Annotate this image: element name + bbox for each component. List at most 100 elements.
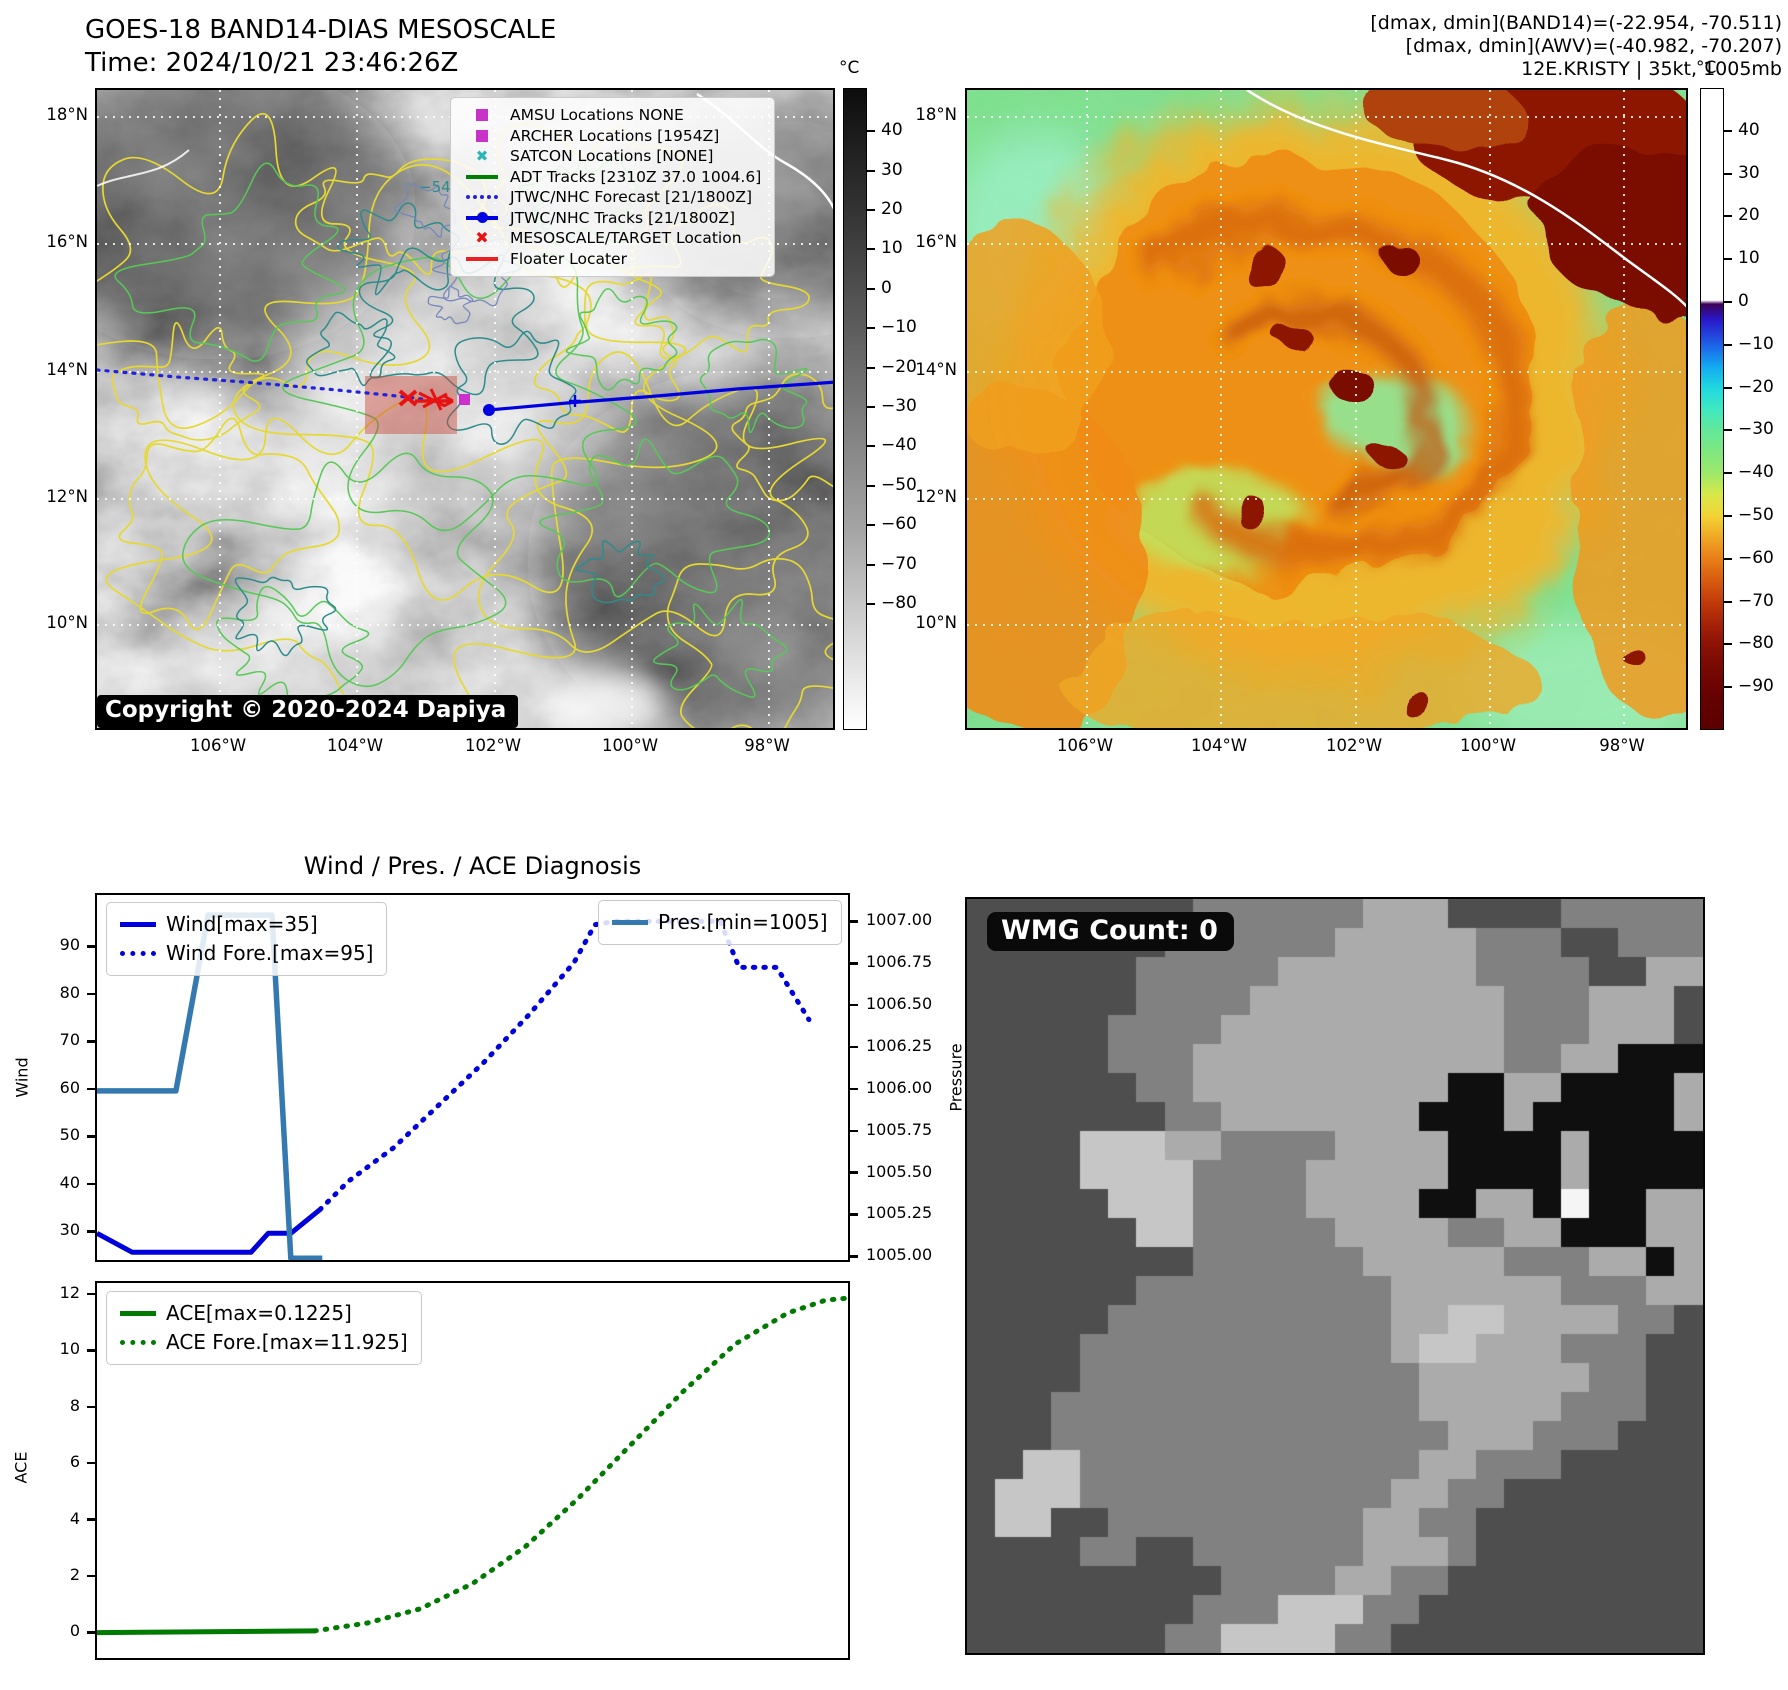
series-wind xyxy=(97,1207,322,1255)
pressure-tick-dash xyxy=(850,1045,858,1049)
pressure-tick-dash xyxy=(850,1087,858,1091)
contour-line xyxy=(114,162,346,362)
map-legend-item: JTWC/NHC Forecast [21/1800Z] xyxy=(464,187,761,208)
awv-lon-tick: 106°W xyxy=(1056,736,1114,755)
awv-storm xyxy=(967,105,1686,728)
wind-y-tick: 30 xyxy=(59,1220,80,1240)
band14-colorbar-tick: −10 xyxy=(881,317,917,338)
band14-lat-tick: 14°N xyxy=(46,360,88,379)
chart-legend-label: Wind[max=35] xyxy=(166,912,318,936)
awv-colorbar-tick-dash xyxy=(1724,600,1732,603)
ace-y-tick: 2 xyxy=(69,1564,80,1584)
wind-axis-label: Wind xyxy=(12,1057,32,1098)
band14-colorbar-tick: 0 xyxy=(881,277,892,298)
awv-colorbar-tick: −90 xyxy=(1738,676,1774,697)
map-legend-label: JTWC/NHC Tracks [21/1800Z] xyxy=(510,208,736,227)
band14-colorbar-tick: 10 xyxy=(881,238,903,259)
map-legend-item: AMSU Locations NONE xyxy=(464,105,761,126)
band14-colorbar-tick: −40 xyxy=(881,435,917,456)
y-tick-dash xyxy=(87,1461,95,1465)
map-legend-label: SATCON Locations [NONE] xyxy=(510,147,714,165)
pressure-y-tick: 1005.75 xyxy=(866,1119,933,1139)
awv-lon-tick: 100°W xyxy=(1459,736,1517,755)
pressure-y-tick: 1005.00 xyxy=(866,1245,933,1265)
chart-title: Wind / Pres. / ACE Diagnosis xyxy=(303,852,642,880)
band14-colorbar-tick-dash xyxy=(867,524,875,527)
awv-colorbar-tick: −70 xyxy=(1738,590,1774,611)
line-dot-marker-icon xyxy=(464,211,500,223)
map-legend-label: JTWC/NHC Forecast [21/1800Z] xyxy=(510,188,753,206)
band14-colorbar-tick-dash xyxy=(867,563,875,566)
contour-line xyxy=(666,557,833,728)
band14-colorbar-tick-dash xyxy=(867,484,875,487)
band14-colorbar-tick-dash xyxy=(867,445,875,448)
band14-colorbar-tick-dash xyxy=(867,366,875,369)
contour-line xyxy=(111,321,265,441)
ace-y-tick: 12 xyxy=(59,1282,80,1302)
band14-lon-tick: 102°W xyxy=(464,736,522,755)
awv-colorbar-tick: −20 xyxy=(1738,376,1774,397)
chart-legend-label: ACE[max=0.1225] xyxy=(166,1301,352,1325)
pressure-y-tick: 1005.25 xyxy=(866,1203,933,1223)
pressure-tick-dash xyxy=(850,962,858,965)
pressure-tick-dash xyxy=(850,1171,858,1174)
awv-colorbar-tick-dash xyxy=(1724,301,1732,303)
contour-line xyxy=(234,576,337,657)
ace-y-tick: 6 xyxy=(69,1452,80,1472)
line-marker-icon xyxy=(464,175,500,179)
awv-colorbar-tick-dash xyxy=(1724,429,1732,432)
contour-line xyxy=(336,202,460,296)
awv-lat-tick: 16°N xyxy=(915,232,957,251)
awv-lon-tick: 98°W xyxy=(1599,736,1645,755)
storm-id-intensity: 12E.KRISTY | 35kt, 1005mb xyxy=(1521,58,1782,80)
awv-colorbar-tick-dash xyxy=(1724,258,1732,261)
awv-lat-tick: 12°N xyxy=(915,487,957,506)
awv-colorbar-tick-dash xyxy=(1724,386,1732,389)
dotted-line-marker-icon xyxy=(120,1340,156,1345)
awv-lat-tick: 18°N xyxy=(915,105,957,124)
awv-colorbar-tick-dash xyxy=(1724,172,1732,175)
contour-line xyxy=(216,585,370,704)
awv-colorbar-tick: −40 xyxy=(1738,462,1774,483)
series-ace-fore- xyxy=(312,1295,848,1634)
ace-axis-label: ACE xyxy=(11,1451,31,1484)
band14-lat-tick: 16°N xyxy=(46,232,88,251)
chart-legend-item: Pres.[min=1005] xyxy=(612,908,828,937)
dotted-line-marker-icon xyxy=(120,951,156,956)
awv-colorbar-tick: 30 xyxy=(1738,162,1760,183)
map-legend-item: ARCHER Locations [1954Z] xyxy=(464,126,761,147)
y-tick-dash xyxy=(87,1135,95,1138)
band14-colorbar-unit: °C xyxy=(839,58,860,78)
x-marker-icon: ✖ xyxy=(475,147,489,165)
awv-colorbar-tick-dash xyxy=(1724,343,1732,346)
band14-colorbar-tick: 40 xyxy=(881,120,903,141)
chart-legend-item: Wind[max=35] xyxy=(120,910,373,939)
contour-line xyxy=(539,438,771,598)
pressure-legend: Pres.[min=1005] xyxy=(598,900,842,945)
y-tick-dash xyxy=(87,945,95,948)
contour-line xyxy=(393,183,457,238)
pressure-tick-dash xyxy=(850,1255,858,1258)
series-ace xyxy=(97,1628,315,1636)
band14-colorbar-tick: −50 xyxy=(881,474,917,495)
band14-colorbar-tick: −70 xyxy=(881,553,917,574)
header: GOES-18 BAND14-DIAS MESOSCALE Time: 2024… xyxy=(85,14,556,80)
chart-legend-item: ACE Fore.[max=11.925] xyxy=(120,1328,408,1357)
wind-legend: Wind[max=35] Wind Fore.[max=95] xyxy=(106,902,388,976)
awv-colorbar-tick: 40 xyxy=(1738,119,1760,140)
square-marker-icon xyxy=(464,109,500,122)
dmax-dmin-band14: [dmax, dmin](BAND14)=(-22.954, -70.511) xyxy=(1370,12,1782,34)
ace-legend: ACE[max=0.1225] ACE Fore.[max=11.925] xyxy=(106,1291,422,1365)
awv-colorbar-tick-dash xyxy=(1724,515,1732,517)
x-marker-icon: ✖ xyxy=(475,228,489,247)
ace-y-tick: 0 xyxy=(69,1621,80,1641)
contour-line xyxy=(731,373,833,502)
pressure-tick-dash xyxy=(850,920,858,923)
jtwc-track-point xyxy=(483,404,495,416)
contour-line xyxy=(427,285,474,325)
awv-colorbar-tick: −60 xyxy=(1738,547,1774,568)
wind-y-tick: 50 xyxy=(59,1125,80,1145)
band14-lat-tick: 10°N xyxy=(46,613,88,632)
wind-y-tick: 80 xyxy=(59,982,80,1002)
